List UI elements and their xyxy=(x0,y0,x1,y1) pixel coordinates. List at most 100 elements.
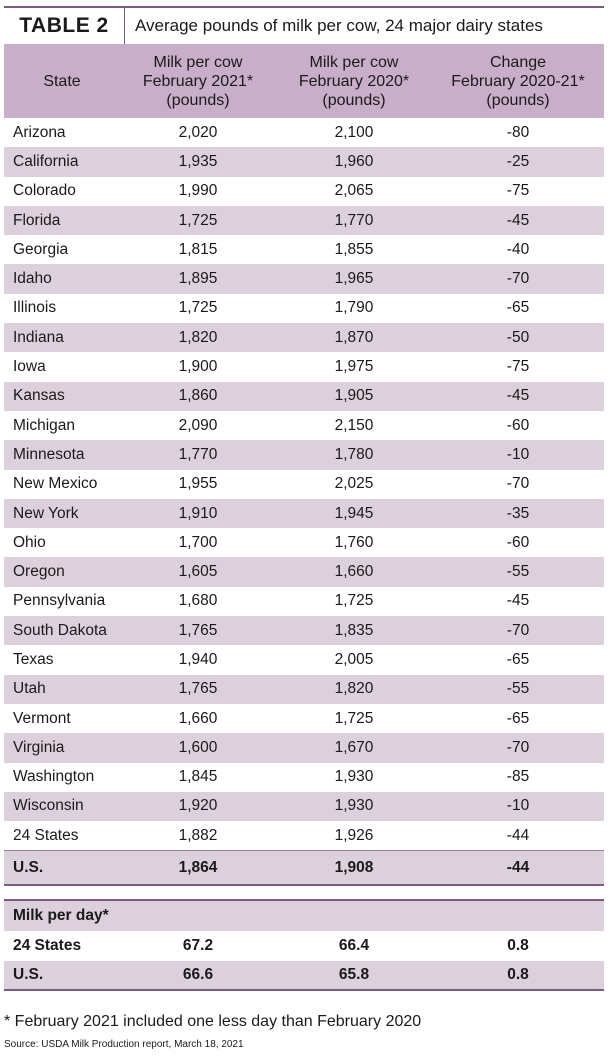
table-row: 24 States 1,882 1,926 -44 xyxy=(4,821,604,851)
table-cell-change: -25 xyxy=(506,152,530,170)
table-cell-change: -70 xyxy=(506,475,530,493)
table-cell-feb-2021: 1,770 xyxy=(178,445,218,463)
table-cell-change: -35 xyxy=(506,504,530,522)
table-cell-state: California xyxy=(13,152,79,170)
table-cell-state: Washington xyxy=(13,768,95,786)
table-title: Average pounds of milk per cow, 24 major… xyxy=(135,16,543,35)
table-cell-feb-2021: 1,605 xyxy=(178,563,218,581)
table-cell-feb-2020: 2,100 xyxy=(334,123,374,141)
table-row: Kansas 1,860 1,905 -45 xyxy=(4,381,604,411)
table-cell-change: -45 xyxy=(506,387,530,405)
table-cell-feb-2020: 1,945 xyxy=(334,504,374,522)
table-cell-change: -10 xyxy=(506,797,530,815)
table-cell-feb-2020: 1,670 xyxy=(334,738,374,756)
table-cell-change: -55 xyxy=(506,563,530,581)
table-cell-feb-2021: 1,765 xyxy=(178,680,218,698)
table-cell-feb-2021: 67.2 xyxy=(182,937,214,954)
table-row: New York 1,910 1,945 -35 xyxy=(4,498,604,529)
table-cell-feb-2020: 65.8 xyxy=(338,966,370,983)
table-cell-change: -55 xyxy=(506,680,530,698)
table-cell-feb-2020: 2,150 xyxy=(334,416,374,434)
table-cell-change: -60 xyxy=(506,416,530,434)
table-cell-change: -44 xyxy=(506,826,530,844)
table-cell-feb-2020: 1,725 xyxy=(334,592,374,610)
table-row: Illinois 1,725 1,790 -65 xyxy=(4,293,604,324)
table-cell-change: -70 xyxy=(506,270,530,288)
table-cell-change: -85 xyxy=(506,768,530,786)
table-cell-change: -75 xyxy=(506,358,530,376)
table-cell-state: Vermont xyxy=(13,709,71,727)
table-cell-state: Iowa xyxy=(13,358,46,376)
table-cell-state: New Mexico xyxy=(13,475,98,493)
table-cell-feb-2020: 2,005 xyxy=(334,650,374,668)
table-cell-feb-2020: 1,975 xyxy=(334,358,374,376)
table-row: Georgia 1,815 1,855 -40 xyxy=(4,235,604,265)
table-cell-state: Utah xyxy=(13,680,46,698)
table-row: Indiana 1,820 1,870 -50 xyxy=(4,323,604,353)
table-cell-change: -45 xyxy=(506,211,530,229)
table-row: South Dakota 1,765 1,835 -70 xyxy=(4,616,604,646)
table-cell-state: Indiana xyxy=(13,328,64,346)
table-cell-change: 0.8 xyxy=(507,966,529,983)
table-cell-feb-2020: 2,025 xyxy=(334,475,374,493)
column-header-feb-2021: Milk per cow February 2021* (pounds) xyxy=(142,53,254,109)
table-cell-state: 24 States xyxy=(13,826,79,844)
table-cell-feb-2020: 1,790 xyxy=(334,299,374,317)
table-cell-state: Idaho xyxy=(13,270,52,288)
table-cell-change: -60 xyxy=(506,533,530,551)
table-cell-feb-2020: 1,930 xyxy=(334,797,374,815)
table-header: State Milk per cow February 2021* (pound… xyxy=(4,44,604,118)
table-cell-state: Minnesota xyxy=(13,445,85,463)
table-cell-feb-2020: 1,965 xyxy=(334,270,374,288)
milk-per-day-header: Milk per day* xyxy=(4,899,604,931)
table-cell-feb-2020: 1,870 xyxy=(334,328,374,346)
table-row: Florida 1,725 1,770 -45 xyxy=(4,205,604,236)
table-cell-feb-2021: 1,725 xyxy=(178,211,218,229)
table-cell-state: Kansas xyxy=(13,387,65,405)
table-cell-feb-2021: 1,940 xyxy=(178,650,218,668)
table-cell-state: U.S. xyxy=(13,966,44,983)
table-row: Michigan 2,090 2,150 -60 xyxy=(4,410,604,441)
table-cell-feb-2020: 1,905 xyxy=(334,387,374,405)
table-cell-change: -65 xyxy=(506,299,530,317)
table-cell-change: -65 xyxy=(506,650,530,668)
table-cell-change: -80 xyxy=(506,123,530,141)
column-header-state: State xyxy=(43,72,81,90)
table-cell-feb-2021: 1,895 xyxy=(178,270,218,288)
table-row: Colorado 1,990 2,065 -75 xyxy=(4,176,604,206)
table-cell-feb-2020: 1,855 xyxy=(334,240,374,258)
table-cell-change: -75 xyxy=(506,182,530,200)
table-cell-feb-2021: 1,990 xyxy=(178,182,218,200)
table-cell-change: -10 xyxy=(506,445,530,463)
table-cell-feb-2021: 1,725 xyxy=(178,299,218,317)
table-title-bar: TABLE 2 Average pounds of milk per cow, … xyxy=(4,6,604,44)
table-cell-feb-2021: 1,845 xyxy=(178,768,218,786)
table-cell-feb-2020: 2,065 xyxy=(334,182,374,200)
table-cell-feb-2021: 2,090 xyxy=(178,416,218,434)
table-row: Ohio 1,700 1,760 -60 xyxy=(4,528,604,558)
table-cell-feb-2020: 1,908 xyxy=(334,858,374,876)
table-cell-state: Michigan xyxy=(13,416,76,434)
table-row: Arizona 2,020 2,100 -80 xyxy=(4,118,604,148)
table-row: Wisconsin 1,920 1,930 -10 xyxy=(4,791,604,822)
table-cell-state: U.S. xyxy=(13,858,44,876)
table-body: Arizona 2,020 2,100 -80 California 1,935 1,960… xyxy=(4,118,604,851)
table-cell-state: Pennsylvania xyxy=(13,592,106,610)
table-cell-state: Virginia xyxy=(13,738,65,756)
source-note: Source: USDA Milk Production report, Mar… xyxy=(4,1039,244,1050)
table-cell-feb-2021: 1,860 xyxy=(178,387,218,405)
table-cell-feb-2020: 1,760 xyxy=(334,533,374,551)
table-row: Iowa 1,900 1,975 -75 xyxy=(4,352,604,382)
table-cell-feb-2021: 1,864 xyxy=(178,858,218,876)
table-cell-change: -50 xyxy=(506,328,530,346)
table-row-us-total: U.S. 1,864 1,908 -44 xyxy=(4,850,604,886)
column-header-change: Change February 2020-21* (pounds) xyxy=(451,53,585,109)
table-cell-feb-2020: 1,770 xyxy=(334,211,374,229)
table-cell-state: Arizona xyxy=(13,123,66,141)
table-cell-feb-2021: 1,660 xyxy=(178,709,218,727)
table-row: 24 States 67.2 66.4 0.8 xyxy=(4,931,604,961)
table-cell-feb-2020: 1,820 xyxy=(334,680,374,698)
table-cell-feb-2021: 1,680 xyxy=(178,592,218,610)
table-cell-feb-2021: 1,600 xyxy=(178,738,218,756)
table-cell-state: New York xyxy=(13,504,79,522)
